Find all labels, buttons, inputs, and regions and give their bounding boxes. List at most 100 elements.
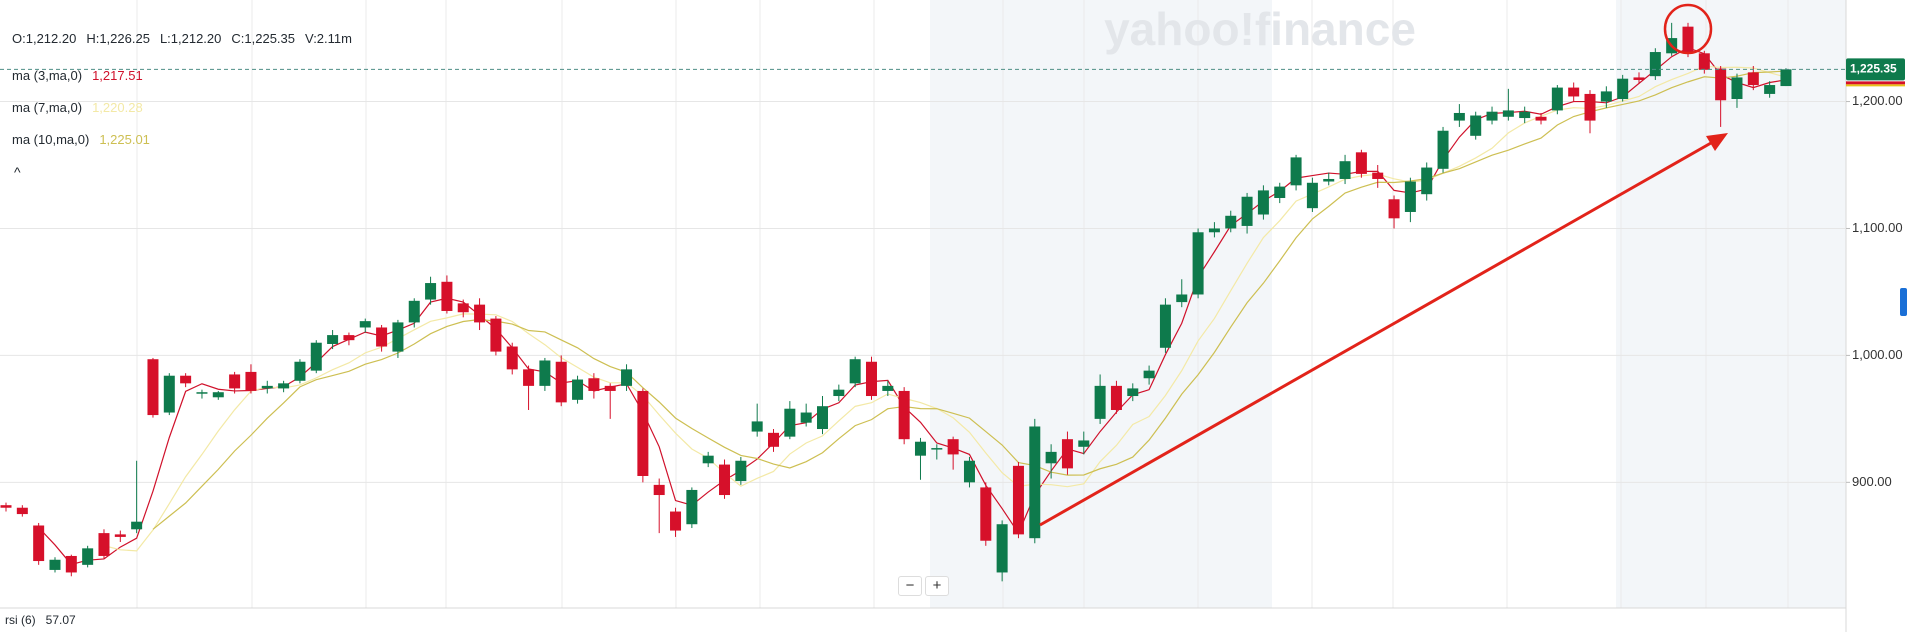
candle-body xyxy=(1502,110,1514,117)
candle-body xyxy=(163,375,175,413)
candle-body xyxy=(1143,370,1155,379)
candle-body xyxy=(947,439,959,455)
y-tick-label: 1,000.00 xyxy=(1852,347,1903,362)
candle-body xyxy=(1339,161,1351,179)
candle-body xyxy=(849,359,861,384)
candle-body xyxy=(245,371,257,391)
candle-body xyxy=(1061,439,1073,469)
candle-body xyxy=(523,369,535,386)
candle-body xyxy=(1437,130,1449,169)
candle-body xyxy=(1551,87,1563,111)
price-tag-box xyxy=(1846,58,1905,81)
candle-body xyxy=(1617,78,1629,100)
candle-body xyxy=(376,327,388,347)
collapse-icon[interactable]: ^ xyxy=(14,164,21,180)
candle-body xyxy=(1078,440,1090,447)
candle-body xyxy=(588,378,600,391)
price-tag-underline xyxy=(1846,81,1905,85)
ohlc-item: V:2.11m xyxy=(305,31,352,46)
candle-body xyxy=(212,392,224,398)
ohlc-legend: O:1,212.20 H:1,226.25 L:1,212.20 C:1,225.35… xyxy=(12,31,362,46)
ma-line xyxy=(38,47,1787,566)
candle-body xyxy=(1127,388,1139,397)
candle-body xyxy=(147,359,159,416)
candle-body xyxy=(1094,385,1106,419)
candle-body xyxy=(506,346,518,370)
candle-body xyxy=(1012,465,1024,535)
candle-body xyxy=(65,555,77,573)
candle-body xyxy=(1029,426,1041,539)
candle-body xyxy=(1486,111,1498,121)
candle-body xyxy=(343,335,355,341)
candle-body xyxy=(768,432,780,447)
candle-body xyxy=(621,369,633,386)
candle-body xyxy=(474,304,486,323)
candle-body xyxy=(1355,152,1367,174)
watermark: yahoo!finance xyxy=(1104,3,1416,55)
candle-body xyxy=(1110,385,1122,410)
ohlc-item: O:1,212.20 xyxy=(12,31,77,46)
candle-body xyxy=(278,383,290,389)
candle-body xyxy=(1731,77,1743,100)
candle-body xyxy=(16,507,28,515)
price-tag-underline xyxy=(1846,84,1905,87)
zoom-out-button[interactable]: − xyxy=(898,576,922,596)
indicator-value: 1,225.01 xyxy=(99,132,150,147)
candle-body xyxy=(1290,157,1302,186)
candle-body xyxy=(735,460,747,482)
annotation-arrow xyxy=(1039,137,1719,527)
indicator-row: ma (3,ma,0) 1,217.51 xyxy=(12,68,153,83)
candle-body xyxy=(1584,93,1596,121)
candle-body xyxy=(1747,72,1759,86)
candle-body xyxy=(392,322,404,352)
candle-body xyxy=(490,318,502,352)
candle-body xyxy=(980,487,992,541)
annotation-circle xyxy=(1663,3,1713,55)
candle-body xyxy=(1649,52,1661,77)
candle-body xyxy=(1453,112,1465,121)
candle-body xyxy=(539,360,551,386)
ohlc-item: L:1,212.20 xyxy=(159,31,222,46)
candle-body xyxy=(637,390,649,476)
candle-body xyxy=(800,412,812,423)
candle-body xyxy=(1225,215,1237,229)
candle-body xyxy=(996,524,1008,573)
candle-body xyxy=(1780,69,1792,87)
y-tick-label: 1,200.00 xyxy=(1852,93,1903,108)
candle-body xyxy=(1257,190,1269,215)
candle-body xyxy=(784,408,796,437)
candle-body xyxy=(1568,87,1580,97)
candle-body xyxy=(1404,181,1416,212)
candle-body xyxy=(229,374,241,389)
indicator-row: ma (7,ma,0) 1,220.28 xyxy=(12,100,153,115)
candle-body xyxy=(686,489,698,525)
indicator-name: ma (3,ma,0) xyxy=(12,68,83,83)
candle-body xyxy=(1192,232,1204,295)
annotation-arrowhead xyxy=(1706,133,1728,151)
candle-body xyxy=(114,534,126,537)
candle-body xyxy=(0,505,12,508)
candle-body xyxy=(425,283,437,300)
candle-body xyxy=(1176,294,1188,303)
candle-body xyxy=(1682,26,1694,54)
candle-body xyxy=(1600,91,1612,102)
indicator-name: ma (7,ma,0) xyxy=(12,100,83,115)
candle-body xyxy=(702,455,714,464)
indicator-value: 1,220.28 xyxy=(92,100,143,115)
rsi-name: rsi (6) xyxy=(5,613,36,627)
candle-body xyxy=(1698,53,1710,70)
candle-body xyxy=(1388,199,1400,219)
candle-body xyxy=(196,392,208,394)
candle-body xyxy=(1535,116,1547,121)
candle-body xyxy=(327,335,339,344)
candle-body xyxy=(555,361,567,403)
candle-body xyxy=(441,281,453,311)
candle-body xyxy=(719,464,731,496)
y-tick-label: 900.00 xyxy=(1852,474,1892,489)
ohlc-item: H:1,226.25 xyxy=(86,31,150,46)
zoom-in-button[interactable]: + xyxy=(925,576,949,596)
ma-line xyxy=(152,70,1787,530)
candle-body xyxy=(1633,77,1645,80)
